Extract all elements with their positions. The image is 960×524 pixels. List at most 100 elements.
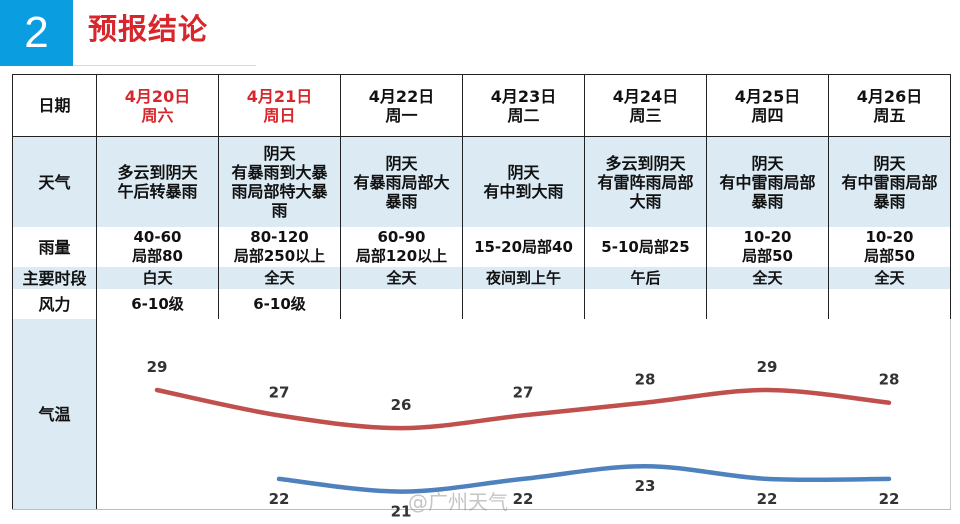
date-cell-text: 周六 [141, 105, 174, 125]
date-cell: 4月20日 周六 [96, 74, 219, 137]
date-cell-text: 周二 [507, 105, 540, 125]
weather-cell-text: 阴天 [263, 144, 296, 163]
period-cell-text: 夜间到上午 [485, 268, 561, 287]
rain-cell-text: 40-60 [133, 228, 182, 246]
rain-cell-text: 局部50 [864, 247, 915, 265]
high-temp-label: 26 [391, 396, 412, 414]
high-temp-label: 28 [879, 371, 900, 389]
date-cell-text: 4月22日 [368, 86, 435, 106]
weather-cell-text: 午后转暴雨 [117, 182, 198, 201]
rain-cell-text: 局部120以上 [355, 247, 448, 265]
date-cell-text: 周三 [629, 105, 662, 125]
wind-cell [828, 289, 951, 319]
rain-cell-text: 10-20 [865, 228, 914, 246]
rain-cell-text: 15-20局部40 [474, 237, 573, 256]
row-label-weather: 天气 [12, 136, 97, 227]
wind-cell-text: 6-10级 [131, 294, 184, 313]
weather-cell-text: 阴天 [873, 153, 906, 173]
rain-cell-text: 局部80 [132, 247, 183, 265]
weather-cell-text: 大雨 [629, 191, 662, 211]
date-cell-text: 4月20日 [124, 86, 191, 106]
row-label-date: 日期 [12, 74, 97, 137]
period-cell: 夜间到上午 [462, 267, 585, 289]
date-cell-text: 周四 [751, 105, 784, 125]
period-cell: 全天 [828, 267, 951, 289]
forecast-table: 日期 4月20日 周六 4月21日 周日 4月22日 周一 4月23日 周二 4月24日 周三 4月2… [12, 74, 951, 510]
period-cell: 全天 [706, 267, 829, 289]
period-cell-text: 全天 [386, 268, 417, 287]
title-underline [73, 65, 256, 66]
rain-cell: 15-20局部40 [462, 227, 585, 267]
section-number: 2 [0, 0, 73, 66]
rain-cell-text: 80-120 [250, 228, 309, 246]
period-cell: 午后 [584, 267, 707, 289]
weather-cell: 阴天 有暴雨到大暴 雨局部特大暴雨 [218, 136, 341, 227]
high-temp-label: 27 [269, 383, 290, 401]
weather-cell-text: 有中到大雨 [483, 182, 564, 201]
date-cell: 4月21日 周日 [218, 74, 341, 137]
low-temp-label: 22 [879, 490, 900, 508]
rain-cell: 40-60 局部80 [96, 227, 219, 267]
rain-cell: 5-10局部25 [584, 227, 707, 267]
period-cell-text: 全天 [752, 268, 783, 287]
low-temp-label: 22 [269, 490, 290, 508]
rain-cell: 60-90 局部120以上 [340, 227, 463, 267]
weather-cell: 多云到阴天 有雷阵雨局部 大雨 [584, 136, 707, 227]
rain-cell: 80-120 局部250以上 [218, 227, 341, 267]
wind-cell-text: 6-10级 [253, 294, 306, 313]
weather-cell: 阴天 有暴雨局部大 暴雨 [340, 136, 463, 227]
rain-cell: 10-20 局部50 [706, 227, 829, 267]
weather-cell-text: 多云到阴天 [605, 153, 686, 173]
weather-cell-text: 有暴雨局部大 [353, 172, 450, 192]
high-temp-label: 29 [147, 358, 168, 376]
rain-cell-text: 10-20 [743, 228, 792, 246]
weather-cell: 多云到阴天 午后转暴雨 [96, 136, 219, 227]
weather-cell-text: 暴雨 [873, 191, 906, 211]
weather-cell-text: 有中雷雨局部 [719, 172, 816, 192]
low-temp-label: 21 [391, 503, 412, 521]
high-temp-label: 27 [513, 383, 534, 401]
low-temp-label: 22 [513, 490, 534, 508]
row-label-period: 主要时段 [12, 267, 97, 289]
weather-cell-text: 暴雨 [751, 191, 784, 211]
weather-cell-text: 有暴雨到大暴 [231, 163, 328, 182]
date-cell-text: 4月25日 [734, 86, 801, 106]
date-cell-text: 周五 [873, 105, 906, 125]
wind-cell: 6-10级 [96, 289, 219, 319]
low-temp-label: 23 [635, 477, 656, 495]
weather-cell-text: 阴天 [385, 153, 418, 173]
period-cell: 全天 [340, 267, 463, 289]
date-cell-text: 4月24日 [612, 86, 679, 106]
rain-cell-text: 5-10局部25 [601, 237, 690, 256]
date-cell: 4月24日 周三 [584, 74, 707, 137]
weather-cell-text: 阴天 [751, 153, 784, 173]
page-title: 预报结论 [88, 12, 209, 46]
rain-cell-text: 60-90 [377, 228, 426, 246]
weather-cell-text: 多云到阴天 [117, 163, 198, 182]
period-cell-text: 白天 [142, 268, 173, 287]
weather-cell-text: 阴天 [507, 163, 540, 182]
date-cell-text: 4月23日 [490, 86, 557, 106]
date-cell-text: 4月21日 [246, 86, 313, 106]
wind-cell: 6-10级 [218, 289, 341, 319]
high-temp-line [154, 387, 892, 431]
weather-cell-text: 雨 [271, 201, 288, 220]
row-label-temp: 气温 [12, 319, 97, 510]
date-cell: 4月26日 周五 [828, 74, 951, 137]
period-cell-text: 全天 [874, 268, 905, 287]
weather-cell-text: 雨局部特大暴 [231, 182, 328, 201]
low-temp-label: 22 [757, 490, 778, 508]
low-temp-line [276, 463, 892, 494]
date-cell: 4月25日 周四 [706, 74, 829, 137]
period-cell: 全天 [218, 267, 341, 289]
period-cell: 白天 [96, 267, 219, 289]
rain-cell-text: 局部50 [742, 247, 793, 265]
period-cell-text: 全天 [264, 268, 295, 287]
period-cell-text: 午后 [630, 268, 661, 287]
high-temp-label: 29 [757, 358, 778, 376]
date-cell-text: 周日 [263, 105, 296, 125]
date-cell-text: 4月26日 [856, 86, 923, 106]
row-label-rain: 雨量 [12, 227, 97, 267]
weather-cell-text: 暴雨 [385, 191, 418, 211]
weather-cell-text: 有雷阵雨局部 [597, 172, 694, 192]
